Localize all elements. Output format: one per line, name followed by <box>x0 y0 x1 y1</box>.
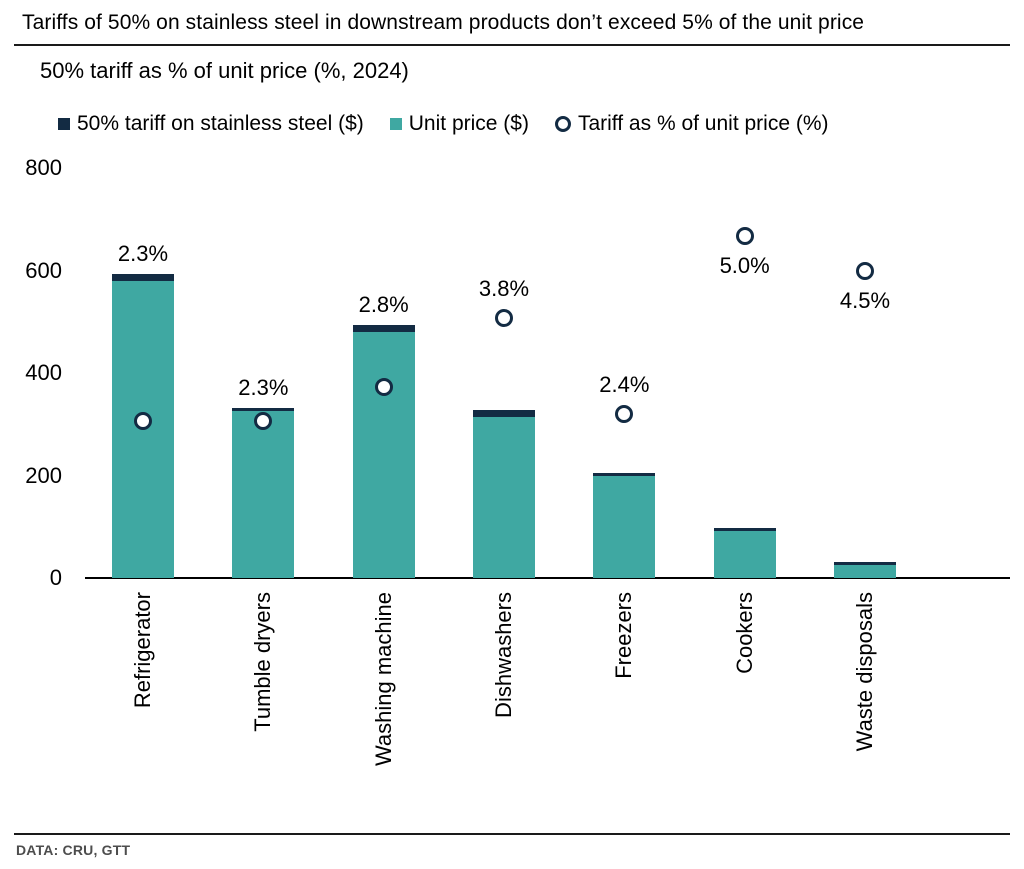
y-axis-tick-label: 0 <box>49 565 62 590</box>
x-axis-category-label: Waste disposals <box>851 592 877 752</box>
chart-area: 0 200 400 600 800 2.3% Refrigerator 2.3% Tumble … <box>0 150 1024 830</box>
percent-data-label: 5.0% <box>719 253 770 279</box>
unit-price-bar <box>232 411 295 578</box>
unit-price-bar <box>713 530 776 578</box>
tariff-cap-bar <box>593 472 656 476</box>
tariff-percent-marker <box>615 405 634 423</box>
legend-item-2: Tariff as % of unit price (%) <box>554 112 829 136</box>
legend-label: Unit price ($) <box>408 112 529 135</box>
tariff-percent-marker <box>374 377 393 396</box>
legend-square-marker-icon <box>58 118 70 130</box>
x-axis-line <box>85 577 1010 579</box>
x-axis-category-label: Cookers <box>731 592 757 674</box>
chart-subtitle: 50% tariff as % of unit price (%, 2024) <box>40 58 409 83</box>
unit-price-bar <box>833 565 896 578</box>
percent-data-label: 2.3% <box>117 240 169 266</box>
tariff-cap-bar <box>232 407 295 412</box>
percent-data-label: 2.8% <box>358 292 409 318</box>
tariff-cap-bar <box>713 527 776 531</box>
x-axis-category-label: Dishwashers <box>490 592 516 718</box>
y-axis-tick-label: 600 <box>25 257 62 283</box>
legend-item-0: 50% tariff on stainless steel ($) <box>58 112 364 136</box>
tariff-percent-marker <box>134 411 152 430</box>
chart-title: Tariffs of 50% on stainless steel in dow… <box>22 11 865 34</box>
tariff-percent-marker <box>494 309 513 328</box>
tariff-percent-marker <box>735 227 754 246</box>
x-axis-category-label: Tumble dryers <box>250 592 276 732</box>
percent-data-label: 4.5% <box>839 287 891 313</box>
tariff-cap-bar <box>833 562 896 566</box>
legend-square-marker-icon <box>389 118 402 130</box>
legend: 50% tariff on stainless steel ($) Unit pr… <box>58 112 829 136</box>
tariff-cap-bar <box>472 410 535 417</box>
x-axis-category-label: Freezers <box>611 592 637 679</box>
unit-price-bar <box>472 416 535 578</box>
title-divider <box>14 44 1010 46</box>
tariff-percent-marker <box>254 411 273 430</box>
legend-label: 50% tariff on stainless steel ($) <box>77 112 364 135</box>
percent-data-label: 2.4% <box>599 372 650 397</box>
y-axis-tick-label: 800 <box>25 155 62 180</box>
data-source: DATA: CRU, GTT <box>16 842 131 858</box>
y-axis-tick-label: 400 <box>25 360 62 385</box>
legend-item-1: Unit price ($) <box>389 112 529 136</box>
tariff-cap-bar <box>352 325 415 332</box>
legend-label: Tariff as % of unit price (%) <box>577 112 829 135</box>
percent-data-label: 2.3% <box>238 374 289 400</box>
tariff-percent-marker <box>855 261 874 280</box>
tariff-cap-bar <box>112 273 174 281</box>
x-axis-category-label: Refrigerator <box>130 592 155 709</box>
unit-price-bar <box>352 332 415 578</box>
x-axis-category-label: Washing machine <box>370 592 396 767</box>
y-axis-tick-label: 200 <box>25 462 62 488</box>
unit-price-bar <box>593 475 656 578</box>
legend-circle-marker-icon <box>554 116 571 132</box>
footer-divider <box>14 833 1010 835</box>
percent-data-label: 3.8% <box>478 276 530 302</box>
